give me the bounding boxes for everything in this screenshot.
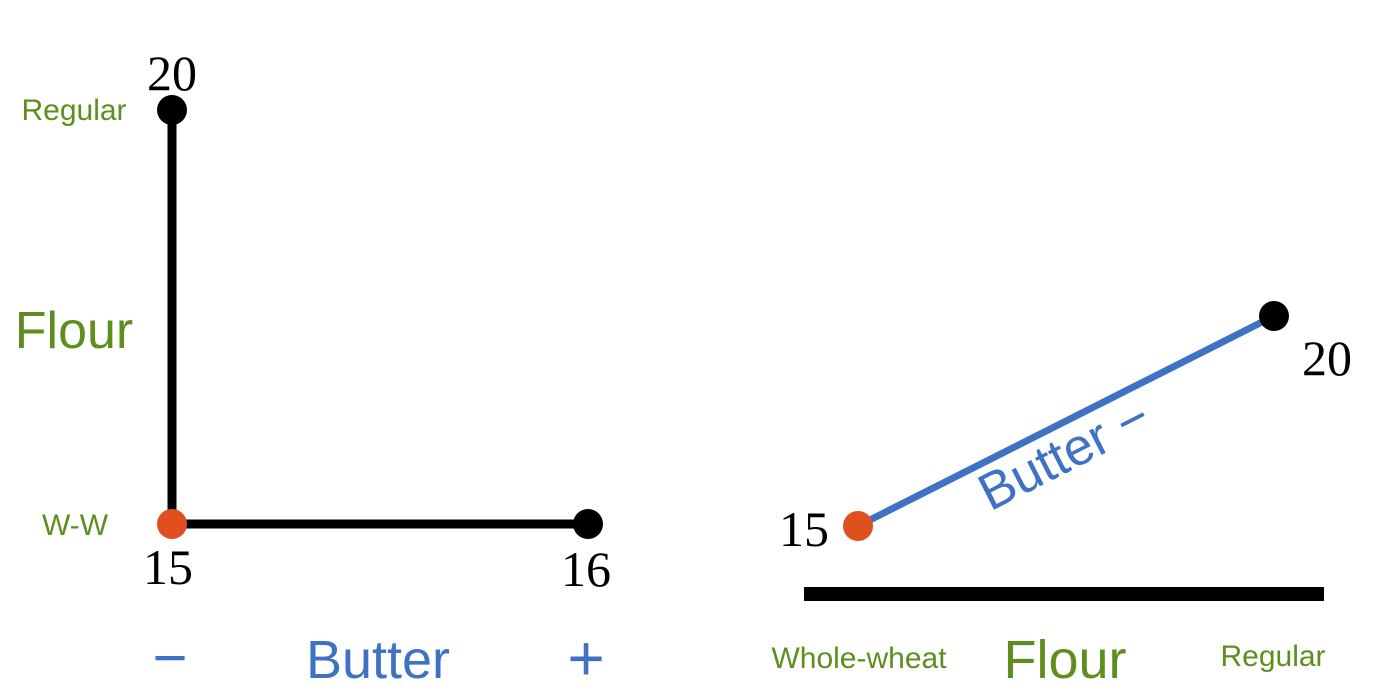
low-butter-level-label: −	[152, 624, 187, 691]
start-point-value: 15	[779, 501, 829, 557]
top-point-value: 20	[147, 45, 197, 101]
baseline-point-right	[843, 511, 873, 541]
flour-axis-label-right: Flour	[1003, 630, 1126, 690]
baseline-point	[157, 509, 187, 539]
butter-axis-label: Butter	[306, 630, 450, 690]
flour-axis-label: Flour	[15, 302, 133, 360]
butter-minus-line	[856, 312, 1276, 530]
right-panel: 15 20 Butter − Whole-wheat Flour Regular	[771, 301, 1352, 690]
end-point-value: 20	[1302, 330, 1352, 386]
regular-flour-point-right	[1259, 301, 1289, 331]
regular-level-label-right: Regular	[1220, 640, 1325, 673]
origin-point-value: 15	[143, 539, 193, 595]
high-butter-level-label: +	[567, 622, 604, 694]
right-point-value: 16	[561, 541, 611, 597]
whole-wheat-level-label: Whole-wheat	[771, 642, 947, 675]
high-butter-point	[573, 509, 603, 539]
left-panel: 20 15 16 Regular Flour W-W − Butter +	[15, 45, 611, 694]
regular-level-label: Regular	[21, 94, 126, 127]
regular-flour-point	[157, 95, 187, 125]
ww-level-label: W-W	[42, 509, 109, 542]
